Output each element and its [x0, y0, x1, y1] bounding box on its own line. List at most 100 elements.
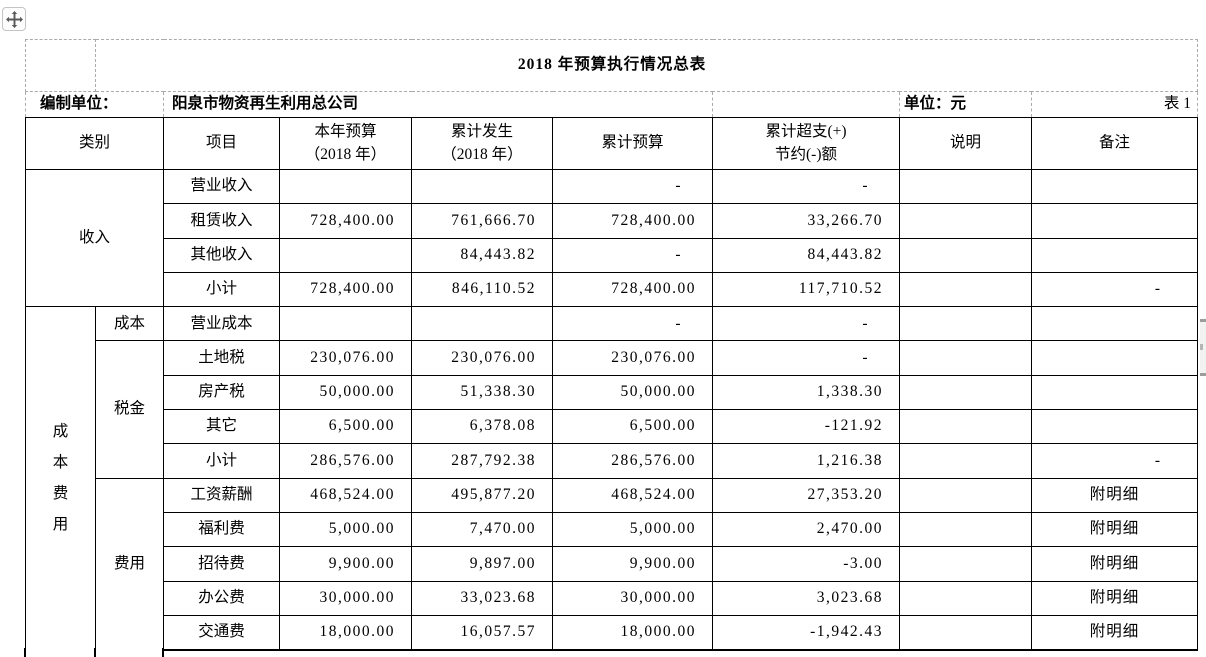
cell-cumulative-budget[interactable]: - — [552, 306, 713, 342]
prepared-by-label[interactable]: 编制单位： — [25, 91, 164, 118]
sheet-number-label[interactable]: 表 1 — [1030, 91, 1199, 118]
unit-label[interactable]: 单位：元 — [899, 91, 1032, 118]
cell-remark[interactable]: 附明细 — [1030, 580, 1199, 616]
cell-project[interactable]: 其他收入 — [163, 237, 280, 273]
cell-annual-budget[interactable] — [279, 306, 412, 342]
header-cumulative-actual[interactable]: 累计发生 （2018 年） — [411, 117, 553, 170]
cell-annual-budget[interactable]: 5,000.00 — [279, 511, 412, 548]
header-remark[interactable]: 备注 — [1030, 117, 1199, 170]
cell-cumulative-budget[interactable]: 6,500.00 — [552, 409, 713, 445]
cell-note[interactable] — [899, 546, 1032, 582]
cell-note[interactable] — [899, 340, 1032, 376]
prepared-by-value[interactable]: 阳泉市物资再生利用总公司 — [163, 91, 713, 118]
cell-annual-budget[interactable]: 50,000.00 — [279, 374, 412, 411]
cell-over-saving[interactable]: 3,023.68 — [712, 580, 900, 616]
cell-over-saving[interactable]: 1,338.30 — [712, 374, 900, 411]
cell-project-subtotal[interactable]: 小计 — [163, 271, 280, 308]
cell-cumulative-budget[interactable]: 9,900.00 — [552, 546, 713, 582]
cell-over-saving[interactable]: 1,216.38 — [712, 443, 900, 479]
cell-cumulative-actual[interactable]: 9,897.00 — [411, 546, 553, 582]
category-income[interactable]: 收入 — [25, 168, 164, 308]
scrollbar-thumb[interactable] — [1200, 344, 1203, 350]
cell-cumulative-budget[interactable]: 30,000.00 — [552, 580, 713, 616]
cell-note[interactable] — [899, 203, 1032, 239]
cell-over-saving[interactable]: - — [712, 340, 900, 376]
cell-remark[interactable]: 附明细 — [1030, 477, 1199, 513]
table-move-handle[interactable] — [2, 7, 26, 31]
header-note[interactable]: 说明 — [899, 117, 1032, 170]
cell-over-saving[interactable]: 117,710.52 — [712, 271, 900, 308]
cell-cumulative-actual[interactable]: 6,378.08 — [411, 409, 553, 445]
cell-annual-budget[interactable] — [279, 237, 412, 273]
cell-remark[interactable] — [1030, 374, 1199, 411]
cell-cumulative-actual[interactable]: 84,443.82 — [411, 237, 553, 273]
cell-project[interactable]: 其它 — [163, 409, 280, 445]
cell-note[interactable] — [899, 374, 1032, 411]
cell-cumulative-budget[interactable]: 18,000.00 — [552, 614, 713, 651]
cell-project[interactable]: 房产税 — [163, 374, 280, 411]
cell-annual-budget[interactable]: 30,000.00 — [279, 580, 412, 616]
header-cumulative-budget[interactable]: 累计预算 — [552, 117, 713, 170]
cell-remark[interactable] — [1030, 203, 1199, 239]
cell-note[interactable] — [899, 614, 1032, 651]
subcategory-cost[interactable]: 成本 — [95, 306, 164, 342]
cell-cumulative-actual[interactable]: 287,792.38 — [411, 443, 553, 479]
cell-cumulative-budget[interactable]: 728,400.00 — [552, 203, 713, 239]
cell-note[interactable] — [899, 237, 1032, 273]
cell-project[interactable]: 交通费 — [163, 614, 280, 651]
header-over-saving[interactable]: 累计超支(+) 节约(-)额 — [712, 117, 900, 170]
vertical-scrollbar[interactable] — [1200, 319, 1206, 376]
category-cost-expense[interactable]: 成本费用 — [25, 306, 96, 650]
cell-annual-budget[interactable]: 230,076.00 — [279, 340, 412, 376]
cell-over-saving[interactable]: -1,942.43 — [712, 614, 900, 651]
cell-remark[interactable] — [1030, 409, 1199, 445]
cell-project[interactable]: 土地税 — [163, 340, 280, 376]
cell-annual-budget[interactable]: 6,500.00 — [279, 409, 412, 445]
cell-annual-budget[interactable]: 468,524.00 — [279, 477, 412, 513]
cell-cumulative-actual[interactable]: 495,877.20 — [411, 477, 553, 513]
cell-cumulative-budget[interactable]: - — [552, 237, 713, 273]
cell-annual-budget[interactable] — [279, 168, 412, 205]
cell-note[interactable] — [899, 306, 1032, 342]
cell-over-saving[interactable]: 27,353.20 — [712, 477, 900, 513]
cell-project[interactable]: 招待费 — [163, 546, 280, 582]
header-project[interactable]: 项目 — [163, 117, 280, 170]
cell-remark[interactable] — [1030, 340, 1199, 376]
page-title[interactable]: 2018 年预算执行情况总表 — [94, 39, 1199, 92]
cell-over-saving[interactable]: - — [712, 306, 900, 342]
cell-cumulative-budget[interactable]: 5,000.00 — [552, 511, 713, 548]
header-annual-budget[interactable]: 本年预算 （2018 年） — [279, 117, 412, 170]
cell-remark[interactable]: 附明细 — [1030, 614, 1199, 651]
subcategory-tax[interactable]: 税金 — [95, 340, 164, 479]
cell-note[interactable] — [899, 443, 1032, 479]
cell-remark[interactable]: - — [1030, 443, 1199, 479]
cell-project[interactable]: 福利费 — [163, 511, 280, 548]
cell-annual-budget[interactable]: 286,576.00 — [279, 443, 412, 479]
cell-remark[interactable] — [1030, 306, 1199, 342]
cell-project[interactable]: 租赁收入 — [163, 203, 280, 239]
cell-annual-budget[interactable]: 9,900.00 — [279, 546, 412, 582]
cell-cumulative-actual[interactable]: 761,666.70 — [411, 203, 553, 239]
cell-project[interactable]: 工资薪酬 — [163, 477, 280, 513]
cell-over-saving[interactable]: -3.00 — [712, 546, 900, 582]
cell-over-saving[interactable]: 84,443.82 — [712, 237, 900, 273]
cell-cumulative-budget[interactable]: 728,400.00 — [552, 271, 713, 308]
title-row-spacer-cell[interactable] — [25, 39, 96, 92]
cell-cumulative-budget[interactable]: 50,000.00 — [552, 374, 713, 411]
cell-note[interactable] — [899, 477, 1032, 513]
cell-note[interactable] — [899, 168, 1032, 205]
cell-annual-budget[interactable]: 728,400.00 — [279, 271, 412, 308]
cell-remark[interactable] — [1030, 168, 1199, 205]
cell-cumulative-budget[interactable]: - — [552, 168, 713, 205]
cell-cumulative-actual[interactable]: 846,110.52 — [411, 271, 553, 308]
cell-project[interactable]: 营业收入 — [163, 168, 280, 205]
header-category[interactable]: 类别 — [25, 117, 164, 170]
cell-cumulative-actual[interactable] — [411, 168, 553, 205]
cell-remark[interactable]: 附明细 — [1030, 546, 1199, 582]
cell-over-saving[interactable]: 2,470.00 — [712, 511, 900, 548]
meta-empty-cell[interactable] — [712, 91, 900, 118]
cell-cumulative-actual[interactable]: 7,470.00 — [411, 511, 553, 548]
cell-over-saving[interactable]: 33,266.70 — [712, 203, 900, 239]
cell-annual-budget[interactable]: 728,400.00 — [279, 203, 412, 239]
cell-note[interactable] — [899, 409, 1032, 445]
